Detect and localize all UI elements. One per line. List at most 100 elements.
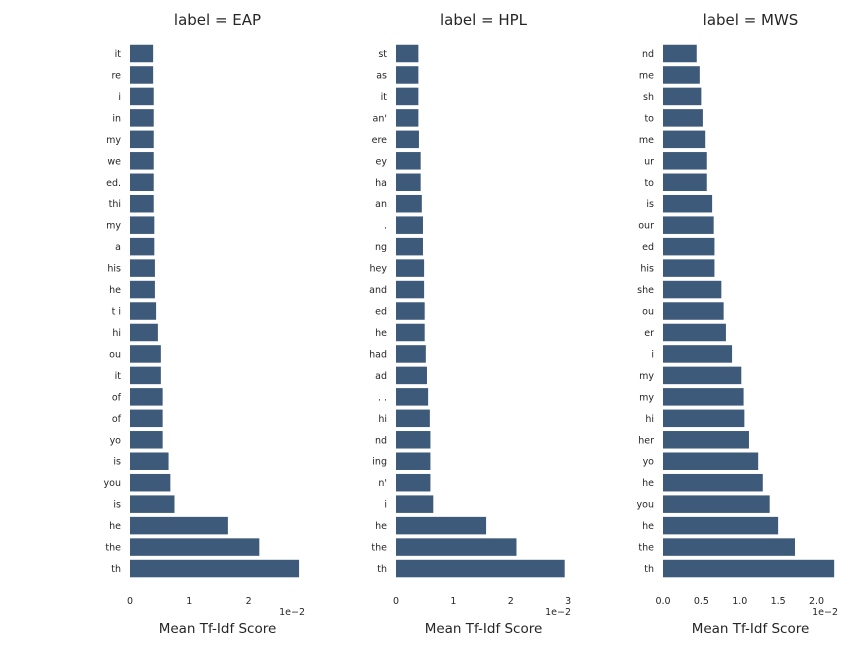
x-tick-label: 0 [393, 596, 399, 607]
bar [396, 194, 422, 213]
bar [130, 452, 169, 470]
bar [130, 431, 163, 449]
category-label: hi [112, 328, 121, 339]
bar [663, 44, 697, 63]
panel-mws: label = MWS nd me sh to me ur to is our ed his she ou… [637, 11, 838, 637]
x-tick-label: 0.5 [694, 596, 709, 607]
category-label: an' [373, 113, 387, 124]
x-axis-label: Mean Tf-Idf Score [159, 621, 277, 637]
category-label: ou [109, 349, 121, 360]
bar [396, 516, 487, 535]
bar [396, 87, 419, 106]
category-label: is [113, 457, 121, 468]
bar [663, 259, 715, 277]
category-label: you [637, 500, 654, 511]
x-tick-label: 1 [186, 596, 192, 607]
category-label: the [105, 543, 121, 554]
category-label: he [109, 285, 121, 296]
category-label: hi [645, 414, 654, 425]
category-label: it [381, 92, 388, 103]
category-label: is [113, 500, 121, 511]
category-label: his [640, 264, 654, 275]
bar [663, 237, 715, 256]
category-label: th [377, 564, 387, 575]
panel-title: label = EAP [174, 11, 261, 29]
category-label: ed [375, 307, 387, 318]
category-label: nd [375, 435, 387, 446]
bar [663, 495, 770, 513]
bar [396, 216, 423, 234]
category-label: ad [375, 371, 387, 382]
category-label: my [639, 392, 654, 403]
bar [663, 473, 763, 492]
category-label: to [644, 113, 654, 124]
category-label: sh [643, 92, 654, 103]
category-label: you [104, 478, 121, 489]
bar [663, 452, 759, 470]
x-tick-label: 2 [246, 596, 252, 607]
bar [130, 409, 163, 428]
bar [663, 538, 796, 556]
bar [396, 173, 421, 192]
category-label: my [106, 221, 121, 232]
bar [130, 259, 155, 277]
panel-eap: label = EAP it re i in my we ed. thi my a his he t i h… [104, 11, 305, 637]
category-label: her [638, 435, 654, 446]
bar [396, 495, 434, 513]
category-label: thi [109, 199, 121, 210]
bar [130, 345, 161, 363]
bar [396, 388, 429, 406]
bar [396, 345, 426, 363]
bar [663, 345, 733, 363]
bar [396, 431, 431, 449]
category-label: of [112, 392, 122, 403]
category-label: th [644, 564, 654, 575]
category-label: is [646, 199, 654, 210]
category-label: our [638, 221, 654, 232]
category-label: nd [642, 49, 654, 60]
category-label: in [112, 113, 121, 124]
category-label: ed [642, 242, 654, 253]
bar [130, 173, 154, 192]
bar [396, 409, 430, 428]
bar [663, 323, 726, 342]
category-label: he [109, 521, 121, 532]
category-label: she [637, 285, 654, 296]
category-label: and [369, 285, 387, 296]
bar [396, 280, 425, 299]
category-label: he [642, 521, 654, 532]
bar [663, 366, 742, 385]
category-label: he [375, 328, 387, 339]
x-offset-label: 1e−2 [545, 607, 571, 618]
category-label: ur [644, 156, 654, 167]
bar [130, 237, 155, 256]
category-label: had [369, 349, 387, 360]
category-label: yo [110, 435, 122, 446]
bar [396, 473, 431, 492]
category-label: ng [375, 242, 387, 253]
x-tick-label: 3 [565, 596, 571, 607]
panel-title: label = MWS [703, 11, 799, 29]
category-label: his [107, 264, 121, 275]
category-label: i [651, 349, 654, 360]
category-label: me [639, 70, 654, 81]
category-label: a [115, 242, 121, 253]
category-label: hi [378, 414, 387, 425]
category-label: as [376, 70, 387, 81]
bar [663, 302, 724, 320]
bar [396, 109, 419, 127]
category-label: . [384, 221, 387, 232]
category-label: of [112, 414, 122, 425]
x-tick-label: 1.5 [771, 596, 786, 607]
bar [396, 452, 431, 470]
bar [663, 130, 706, 149]
category-label: he [642, 478, 654, 489]
bar [663, 66, 700, 84]
category-label: er [644, 328, 654, 339]
bar [130, 152, 154, 170]
bar [663, 431, 749, 449]
bar [663, 280, 722, 299]
bar [130, 194, 154, 213]
bar [130, 516, 228, 535]
